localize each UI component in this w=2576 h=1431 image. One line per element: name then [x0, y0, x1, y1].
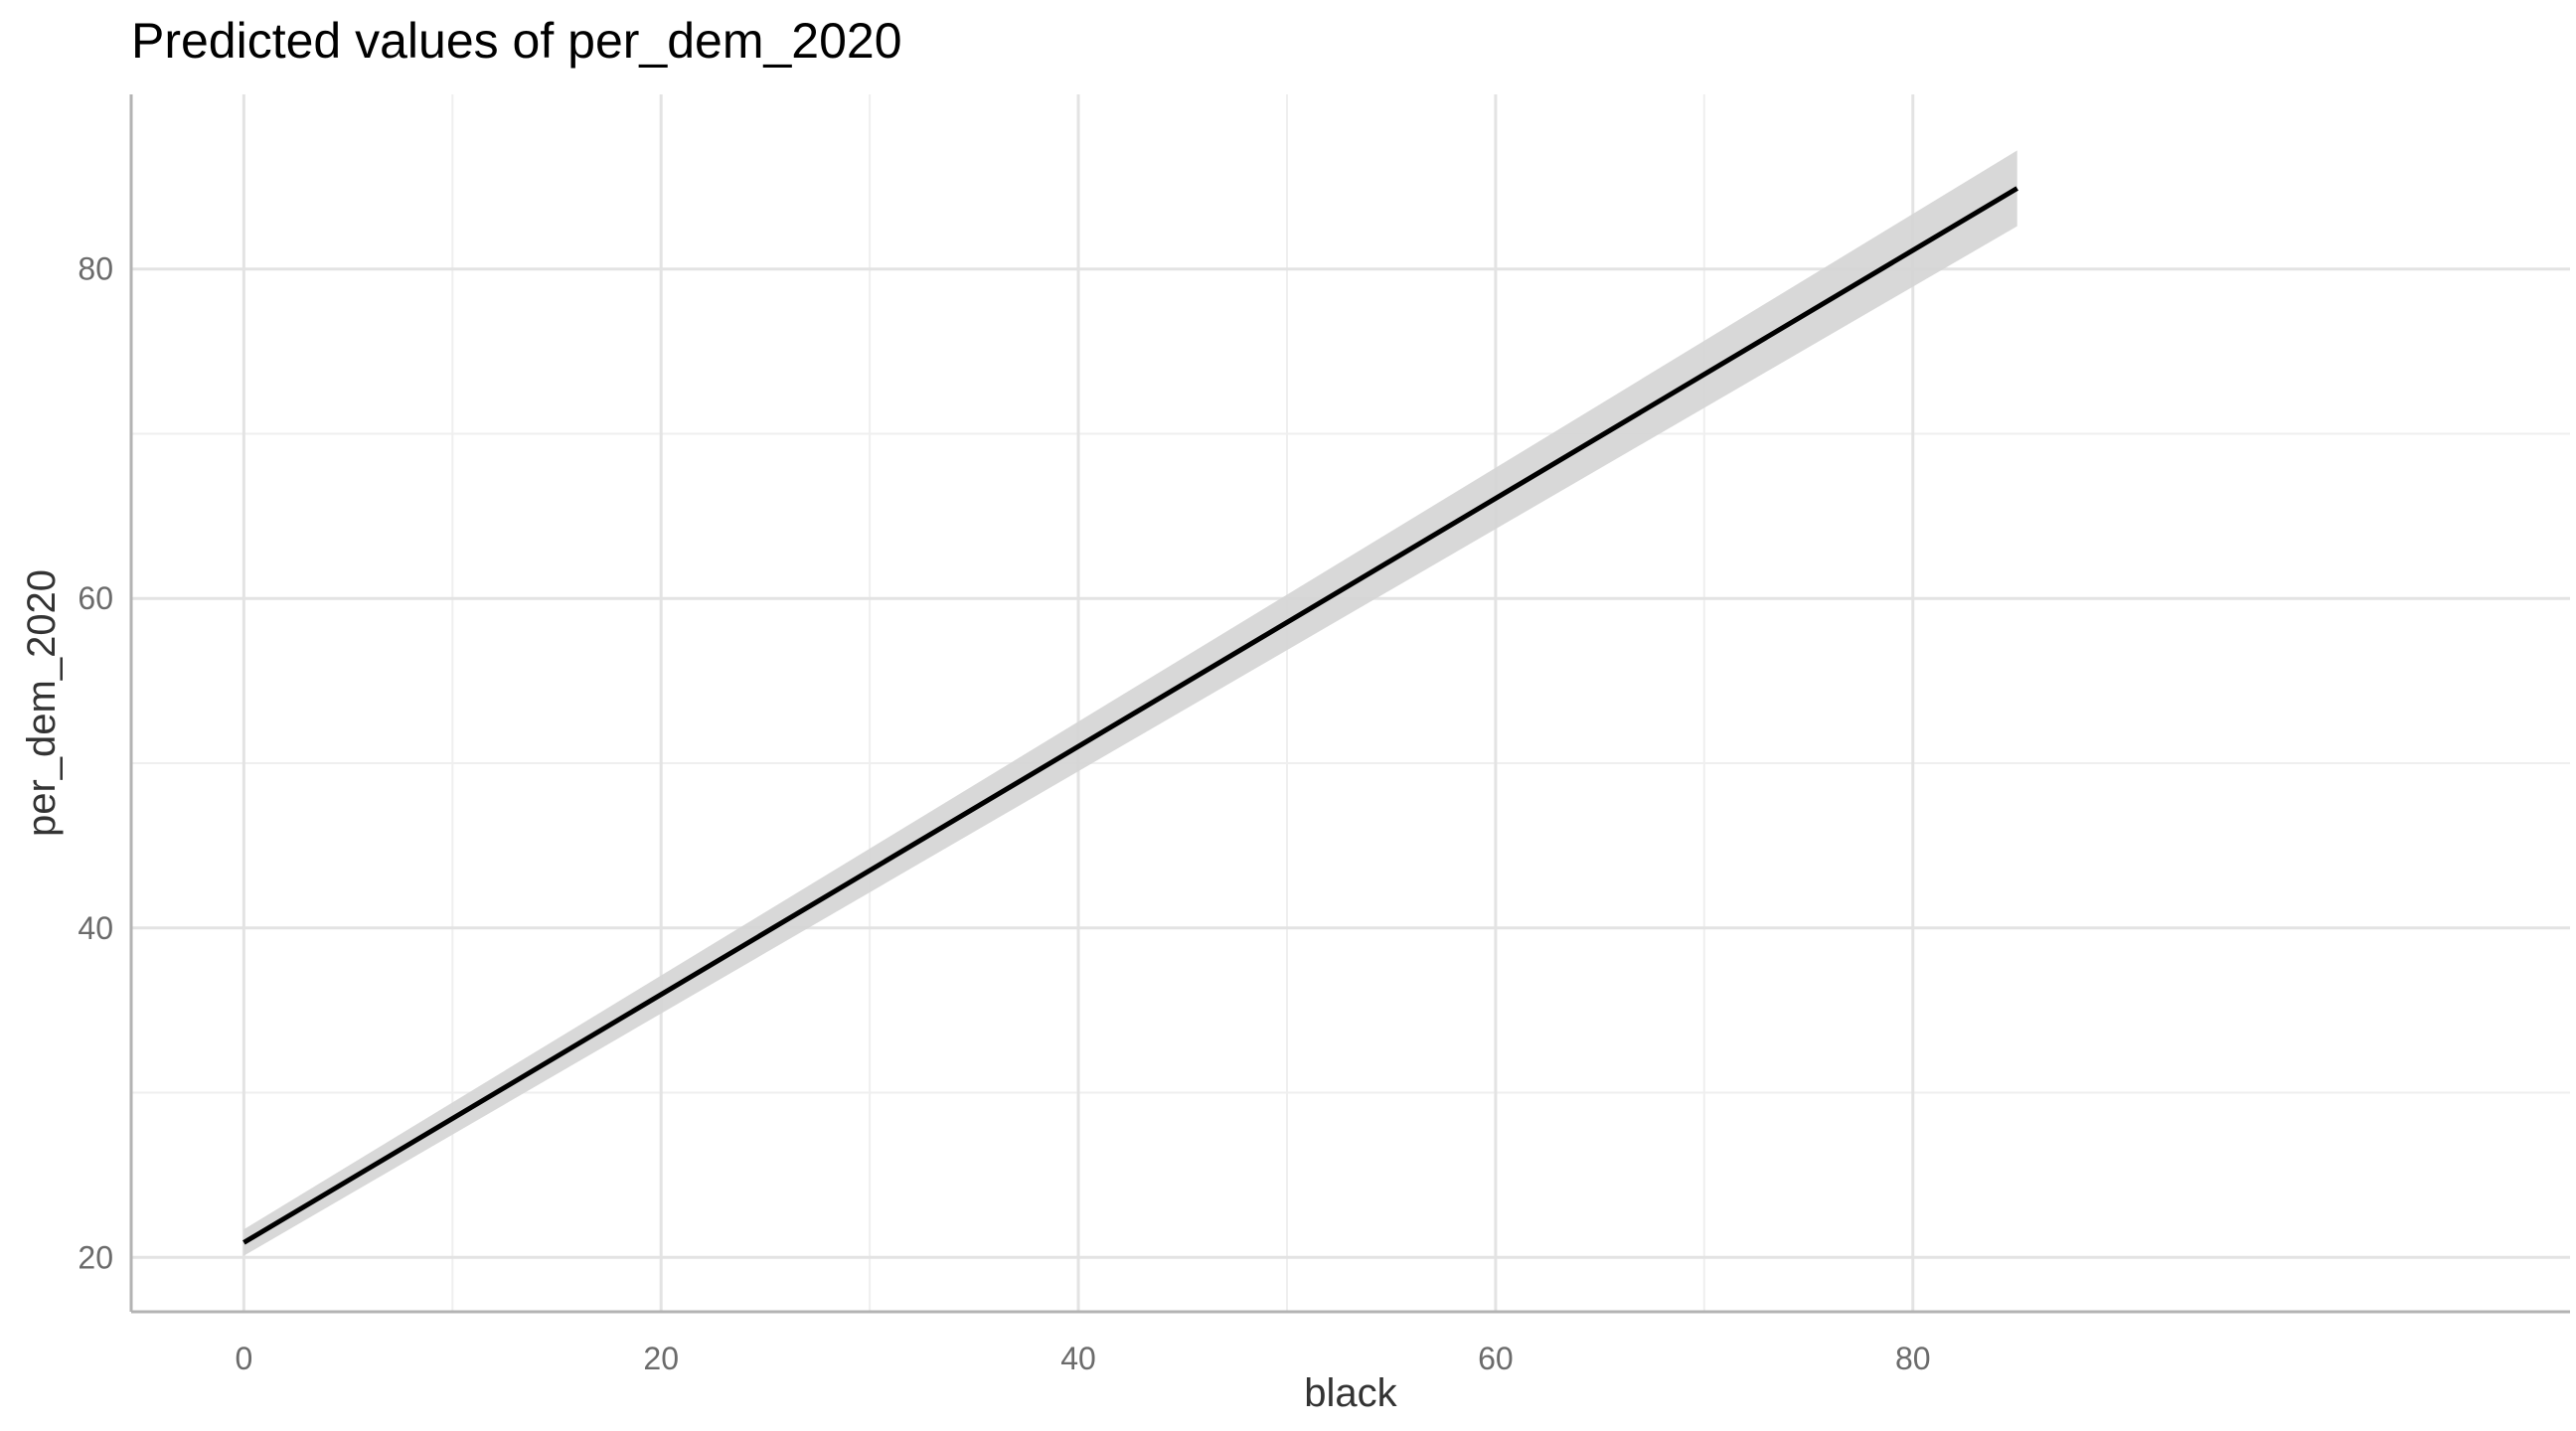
y-axis-title: per_dem_2020 — [20, 569, 64, 837]
x-axis-title: black — [1304, 1371, 1397, 1415]
y-tick-label: 60 — [78, 580, 113, 616]
y-tick-label: 40 — [78, 910, 113, 946]
axes — [129, 94, 2570, 1314]
prediction-line — [242, 186, 2018, 1245]
tick-labels: 0 20 40 60 80 20 40 60 80 — [78, 251, 1930, 1376]
x-tick-label: 80 — [1895, 1341, 1931, 1376]
chart-title: Predicted values of per_dem_2020 — [131, 13, 902, 69]
x-tick-label: 20 — [643, 1341, 679, 1376]
confidence-band-layer — [243, 150, 2017, 1256]
confidence-band — [243, 150, 2017, 1256]
x-tick-label: 60 — [1478, 1341, 1514, 1376]
grid-lines — [131, 94, 2570, 1312]
prediction-line-layer — [242, 186, 2018, 1245]
y-tick-label: 80 — [78, 251, 113, 287]
y-tick-label: 20 — [78, 1239, 113, 1275]
x-tick-label: 0 — [235, 1341, 252, 1376]
x-tick-label: 40 — [1060, 1341, 1096, 1376]
